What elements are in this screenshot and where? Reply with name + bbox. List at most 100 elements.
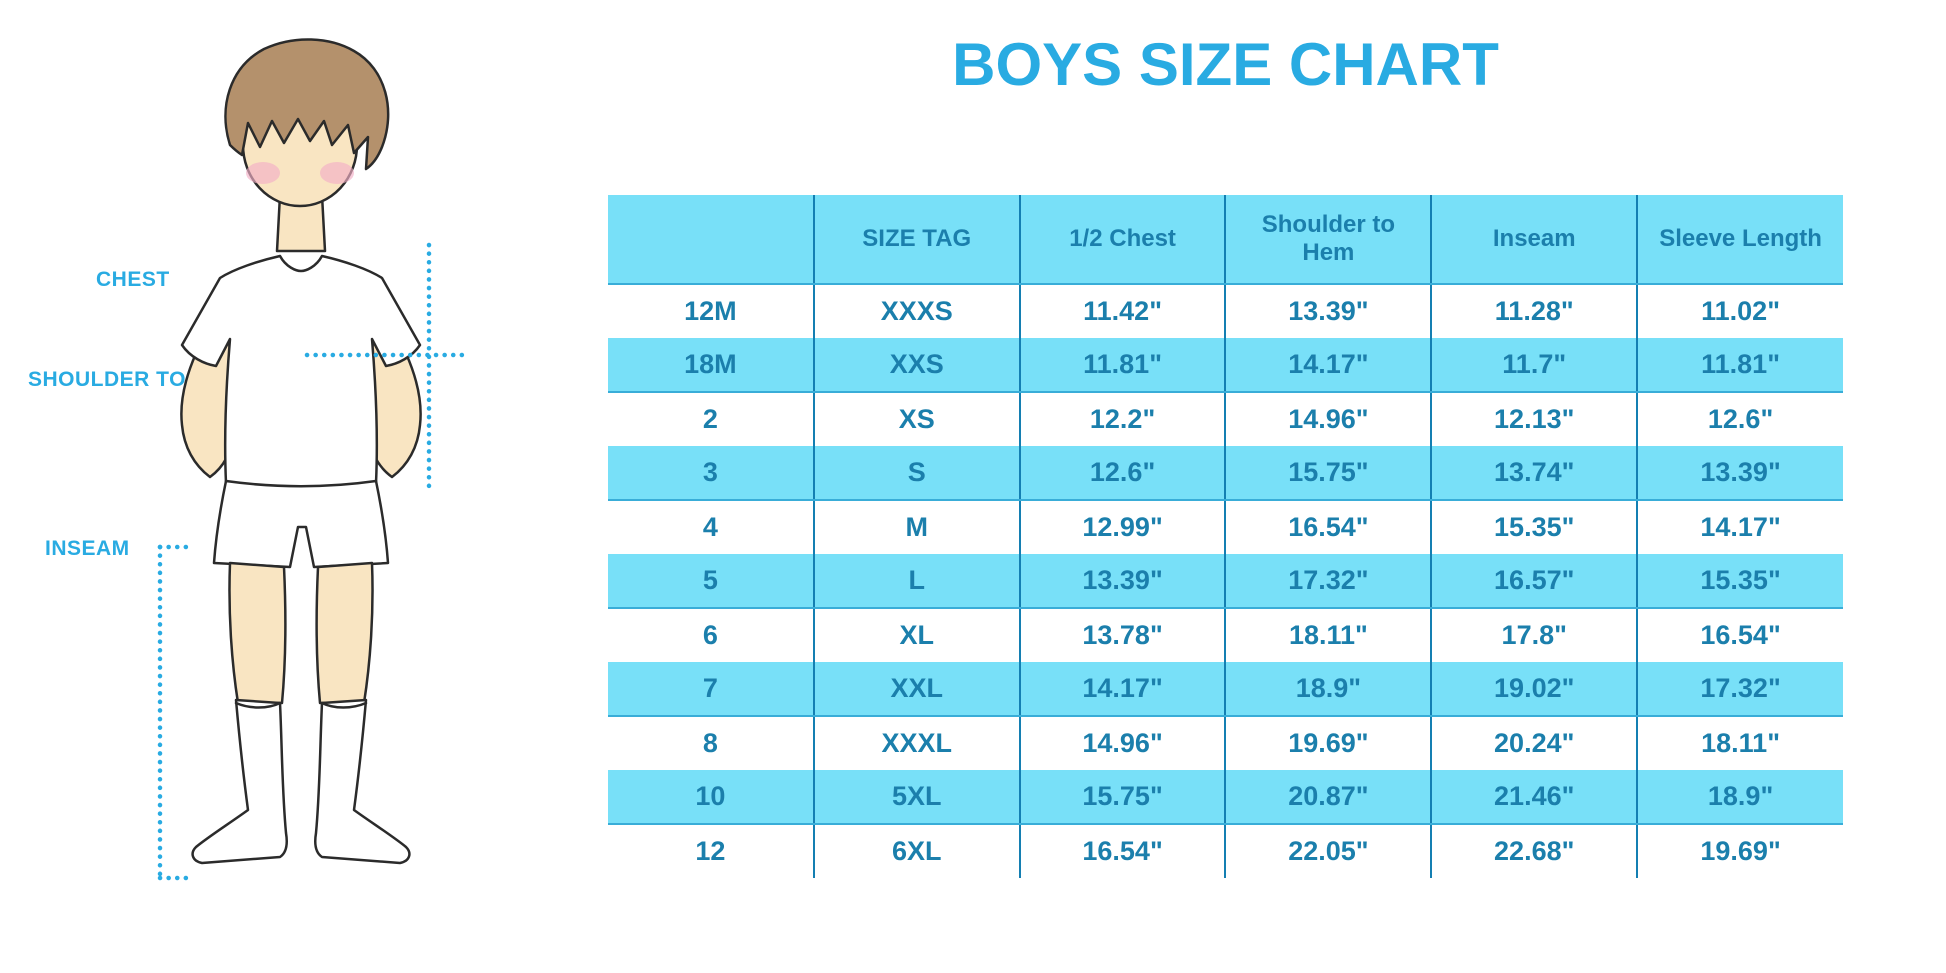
table-cell: 16.54" bbox=[1018, 824, 1226, 878]
table-cell: 8 bbox=[702, 728, 718, 758]
table-cell: 16.54" bbox=[1224, 500, 1432, 554]
column-header-inseam: Inseam bbox=[1430, 195, 1638, 285]
table-cell: 18.11" bbox=[1636, 716, 1843, 770]
table-cell: XXXL bbox=[812, 716, 1020, 770]
right-cheek bbox=[320, 162, 354, 184]
table-cell: 19.69" bbox=[1224, 716, 1432, 770]
table-cell: 16.57" bbox=[1430, 554, 1638, 609]
right-sock bbox=[314, 698, 411, 865]
table-cell: 6 bbox=[702, 620, 718, 650]
table-cell: 17.8" bbox=[1430, 608, 1638, 662]
table-cell: XXXS bbox=[812, 284, 1020, 338]
inseam-label: INSEAM bbox=[45, 537, 130, 560]
table-cell: 16.54" bbox=[1636, 608, 1843, 662]
table-cell: 13.39" bbox=[1224, 284, 1432, 338]
table-row: 4 M 12.99" 16.54" 15.35" 14.17" bbox=[608, 500, 1843, 554]
table-cell: 11.42" bbox=[1018, 284, 1226, 338]
table-cell: 22.05" bbox=[1224, 824, 1432, 878]
table-row: 5 L 13.39" 17.32" 16.57" 15.35" bbox=[608, 554, 1843, 609]
left-sock-cuff bbox=[234, 701, 282, 709]
table-cell: 10 bbox=[608, 770, 814, 825]
table-row: 3 S 12.6" 15.75" 13.74" 13.39" bbox=[608, 446, 1843, 501]
table-cell: XS bbox=[812, 392, 1020, 446]
table-cell: 4 bbox=[702, 512, 718, 542]
size-table: SIZE TAG 1/2 Chest Shoulder to Hem Insea… bbox=[608, 195, 1843, 878]
table-cell: 15.35" bbox=[1636, 554, 1843, 609]
table-cell: 20.24" bbox=[1430, 716, 1638, 770]
table-cell: L bbox=[812, 554, 1020, 609]
table-row: 6 XL 13.78" 18.11" 17.8" 16.54" bbox=[608, 608, 1843, 662]
table-cell: 22.68" bbox=[1430, 824, 1638, 878]
table-cell: 12.13" bbox=[1430, 392, 1638, 446]
table-row: 12 6XL 16.54" 22.05" 22.68" 19.69" bbox=[608, 824, 1843, 878]
left-cheek bbox=[246, 162, 280, 184]
table-cell: 11.02" bbox=[1636, 284, 1843, 338]
table-cell: 19.69" bbox=[1636, 824, 1843, 878]
table-cell: 11.28" bbox=[1430, 284, 1638, 338]
table-cell: 20.87" bbox=[1224, 770, 1432, 825]
hair bbox=[224, 38, 390, 171]
table-cell: 17.32" bbox=[1636, 662, 1843, 717]
table-cell: 12 bbox=[695, 836, 726, 866]
table-cell: 13.39" bbox=[1636, 446, 1843, 501]
column-header-shoulder-to-hem: Shoulder to Hem bbox=[1224, 195, 1432, 285]
table-cell: 13.74" bbox=[1430, 446, 1638, 501]
table-cell: 12M bbox=[684, 296, 737, 326]
table-cell: 15.75" bbox=[1224, 446, 1432, 501]
table-cell: 15.75" bbox=[1018, 770, 1226, 825]
table-header-row: SIZE TAG 1/2 Chest Shoulder to Hem Insea… bbox=[608, 195, 1843, 285]
table-cell: 3 bbox=[608, 446, 814, 501]
table-row: 18M XXS 11.81" 14.17" 11.7" 11.81" bbox=[608, 338, 1843, 393]
table-cell: 12.2" bbox=[1018, 392, 1226, 446]
table-cell: 12.6" bbox=[1636, 392, 1843, 446]
table-cell: 12.99" bbox=[1018, 500, 1226, 554]
table-cell: 15.35" bbox=[1430, 500, 1638, 554]
column-header-size-tag: SIZE TAG bbox=[812, 195, 1020, 285]
table-cell: 18.11" bbox=[1224, 608, 1432, 662]
table-cell: 6XL bbox=[812, 824, 1020, 878]
size-table-body: 12M XXXS 11.42" 13.39" 11.28" 11.02" 18M XXS 11.… bbox=[608, 284, 1843, 878]
shorts bbox=[212, 479, 390, 569]
table-cell: 13.39" bbox=[1018, 554, 1226, 609]
table-cell: 14.96" bbox=[1224, 392, 1432, 446]
left-leg bbox=[228, 561, 287, 705]
table-cell: 14.17" bbox=[1224, 338, 1432, 393]
table-cell: 14.17" bbox=[1636, 500, 1843, 554]
table-cell: 19.02" bbox=[1430, 662, 1638, 717]
page-title: BOYS SIZE CHART bbox=[952, 31, 1499, 98]
table-cell: 18.9" bbox=[1636, 770, 1843, 825]
chest-label: CHEST bbox=[96, 268, 170, 291]
table-cell: 5XL bbox=[812, 770, 1020, 825]
boy-figure-svg bbox=[157, 38, 466, 881]
left-sock bbox=[191, 698, 288, 865]
table-cell: 7 bbox=[608, 662, 814, 717]
table-cell: 17.32" bbox=[1224, 554, 1432, 609]
column-header-blank bbox=[608, 195, 814, 285]
table-cell: S bbox=[812, 446, 1020, 501]
table-cell: M bbox=[812, 500, 1020, 554]
table-cell: 11.81" bbox=[1018, 338, 1226, 393]
table-row: 7 XXL 14.17" 18.9" 19.02" 17.32" bbox=[608, 662, 1843, 717]
table-cell: 11.81" bbox=[1636, 338, 1843, 393]
table-cell: 18M bbox=[608, 338, 814, 393]
table-cell: 21.46" bbox=[1430, 770, 1638, 825]
right-sock-cuff bbox=[320, 701, 368, 709]
table-row: 8 XXXL 14.96" 19.69" 20.24" 18.11" bbox=[608, 716, 1843, 770]
table-cell: 5 bbox=[608, 554, 814, 609]
table-row: 2 XS 12.2" 14.96" 12.13" 12.6" bbox=[608, 392, 1843, 446]
table-cell: XL bbox=[812, 608, 1020, 662]
table-cell: XXS bbox=[812, 338, 1020, 393]
table-cell: 12.6" bbox=[1018, 446, 1226, 501]
table-cell: 11.7" bbox=[1430, 338, 1638, 393]
table-row: 10 5XL 15.75" 20.87" 21.46" 18.9" bbox=[608, 770, 1843, 825]
table-cell: 13.78" bbox=[1018, 608, 1226, 662]
boy-illustration bbox=[130, 15, 480, 895]
table-cell: XXL bbox=[812, 662, 1020, 717]
table-cell: 14.96" bbox=[1018, 716, 1226, 770]
t-shirt bbox=[180, 254, 422, 489]
column-header-sleeve-length: Sleeve Length bbox=[1636, 195, 1843, 285]
table-row: 12M XXXS 11.42" 13.39" 11.28" 11.02" bbox=[608, 284, 1843, 338]
table-cell: 18.9" bbox=[1224, 662, 1432, 717]
table-cell: 14.17" bbox=[1018, 662, 1226, 717]
right-leg bbox=[315, 561, 374, 705]
